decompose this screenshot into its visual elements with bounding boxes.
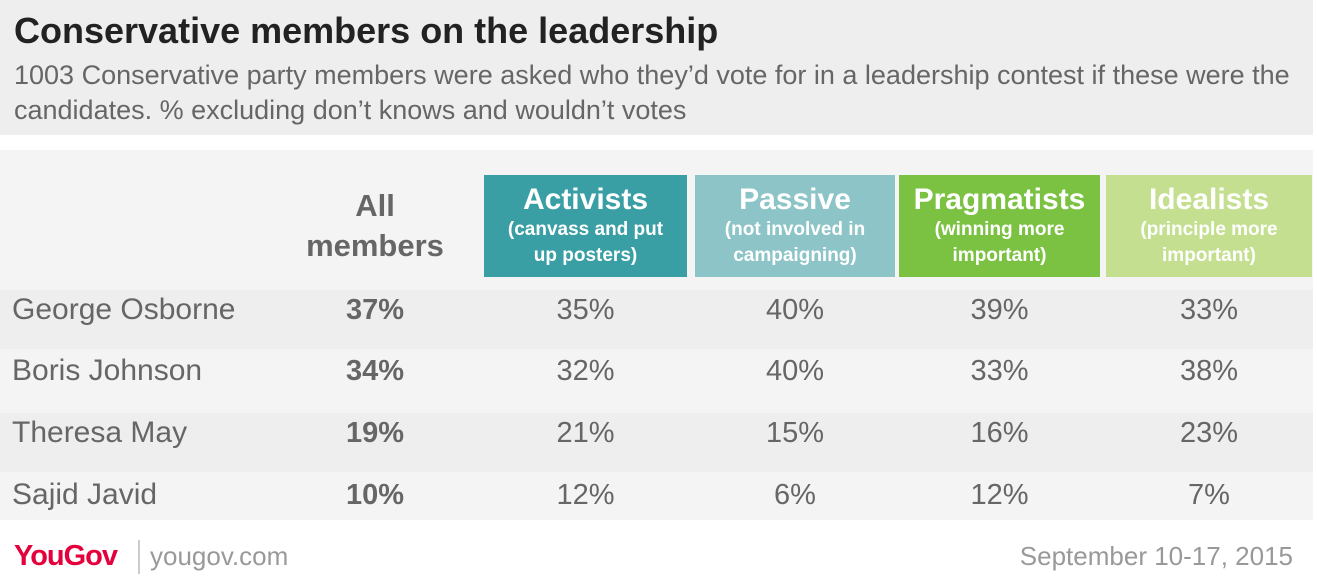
footer-divider: [138, 540, 140, 574]
all-members-value: 34%: [345, 355, 405, 387]
column-header-subtitle: (not involved in: [724, 219, 866, 240]
row-label: Theresa May: [12, 416, 188, 449]
column-header-3: Pragmatists (winning more important): [899, 175, 1100, 277]
table-cell: 33%: [970, 355, 1029, 387]
column-header-2: Passive (not involved in campaigning): [695, 175, 895, 277]
footer-date: September 10-17, 2015: [1019, 541, 1293, 571]
column-header-subtitle: (principle more: [1140, 219, 1278, 240]
table-cell: 23%: [1179, 417, 1239, 449]
table-cell: 40%: [765, 355, 825, 387]
all-members-header: All members: [290, 186, 460, 266]
column-header-name: Activists: [522, 183, 649, 216]
table-cell: 21%: [556, 417, 615, 449]
column-header-subtitle: (winning more: [934, 219, 1065, 240]
column-header-subtitle: (canvass and put: [507, 219, 664, 240]
row-label: George Osborne: [12, 293, 236, 326]
column-header-name: Passive: [739, 183, 851, 216]
row-label: Boris Johnson: [12, 354, 203, 387]
footer-url[interactable]: yougov.com: [150, 541, 289, 571]
column-header-name: Idealists: [1148, 183, 1270, 216]
column-header-subtitle: important): [952, 245, 1047, 266]
table-cell: 12%: [970, 479, 1029, 511]
table-cell: 7%: [1188, 479, 1230, 511]
yougov-logo: YouGov: [14, 540, 118, 572]
table-cell: 33%: [1179, 294, 1239, 326]
all-members-header-line: All: [355, 188, 395, 223]
column-header-subtitle: campaigning): [733, 245, 857, 266]
table-cell: 40%: [765, 294, 825, 326]
all-members-header-line: members: [306, 228, 444, 263]
table-cell: 6%: [774, 479, 816, 511]
header-panel: Conservative members on the leadership 1…: [0, 0, 1313, 135]
table-cell: 38%: [1179, 355, 1239, 387]
table-cell: 12%: [556, 479, 615, 511]
row-background: [0, 413, 1313, 472]
all-members-value: 19%: [345, 417, 405, 449]
column-header-name: Pragmatists: [913, 183, 1086, 216]
table-cell: 15%: [765, 417, 825, 449]
column-header-4: Idealists (principle more important): [1106, 175, 1312, 277]
table-cell: 39%: [970, 294, 1029, 326]
column-header-1: Activists (canvass and put up posters): [484, 175, 687, 277]
table-cell: 16%: [970, 417, 1029, 449]
all-members-value: 10%: [345, 479, 405, 511]
chart-subtitle: 1003 Conservative party members were ask…: [14, 60, 1290, 125]
column-header-subtitle: up posters): [533, 245, 638, 266]
table-cell: 32%: [556, 355, 615, 387]
chart-title: Conservative members on the leadership: [14, 10, 719, 51]
column-header-subtitle: important): [1162, 245, 1256, 266]
row-label: Sajid Javid: [12, 478, 158, 511]
table-cell: 35%: [556, 294, 615, 326]
row-background: [0, 290, 1313, 349]
all-members-value: 37%: [345, 294, 405, 326]
